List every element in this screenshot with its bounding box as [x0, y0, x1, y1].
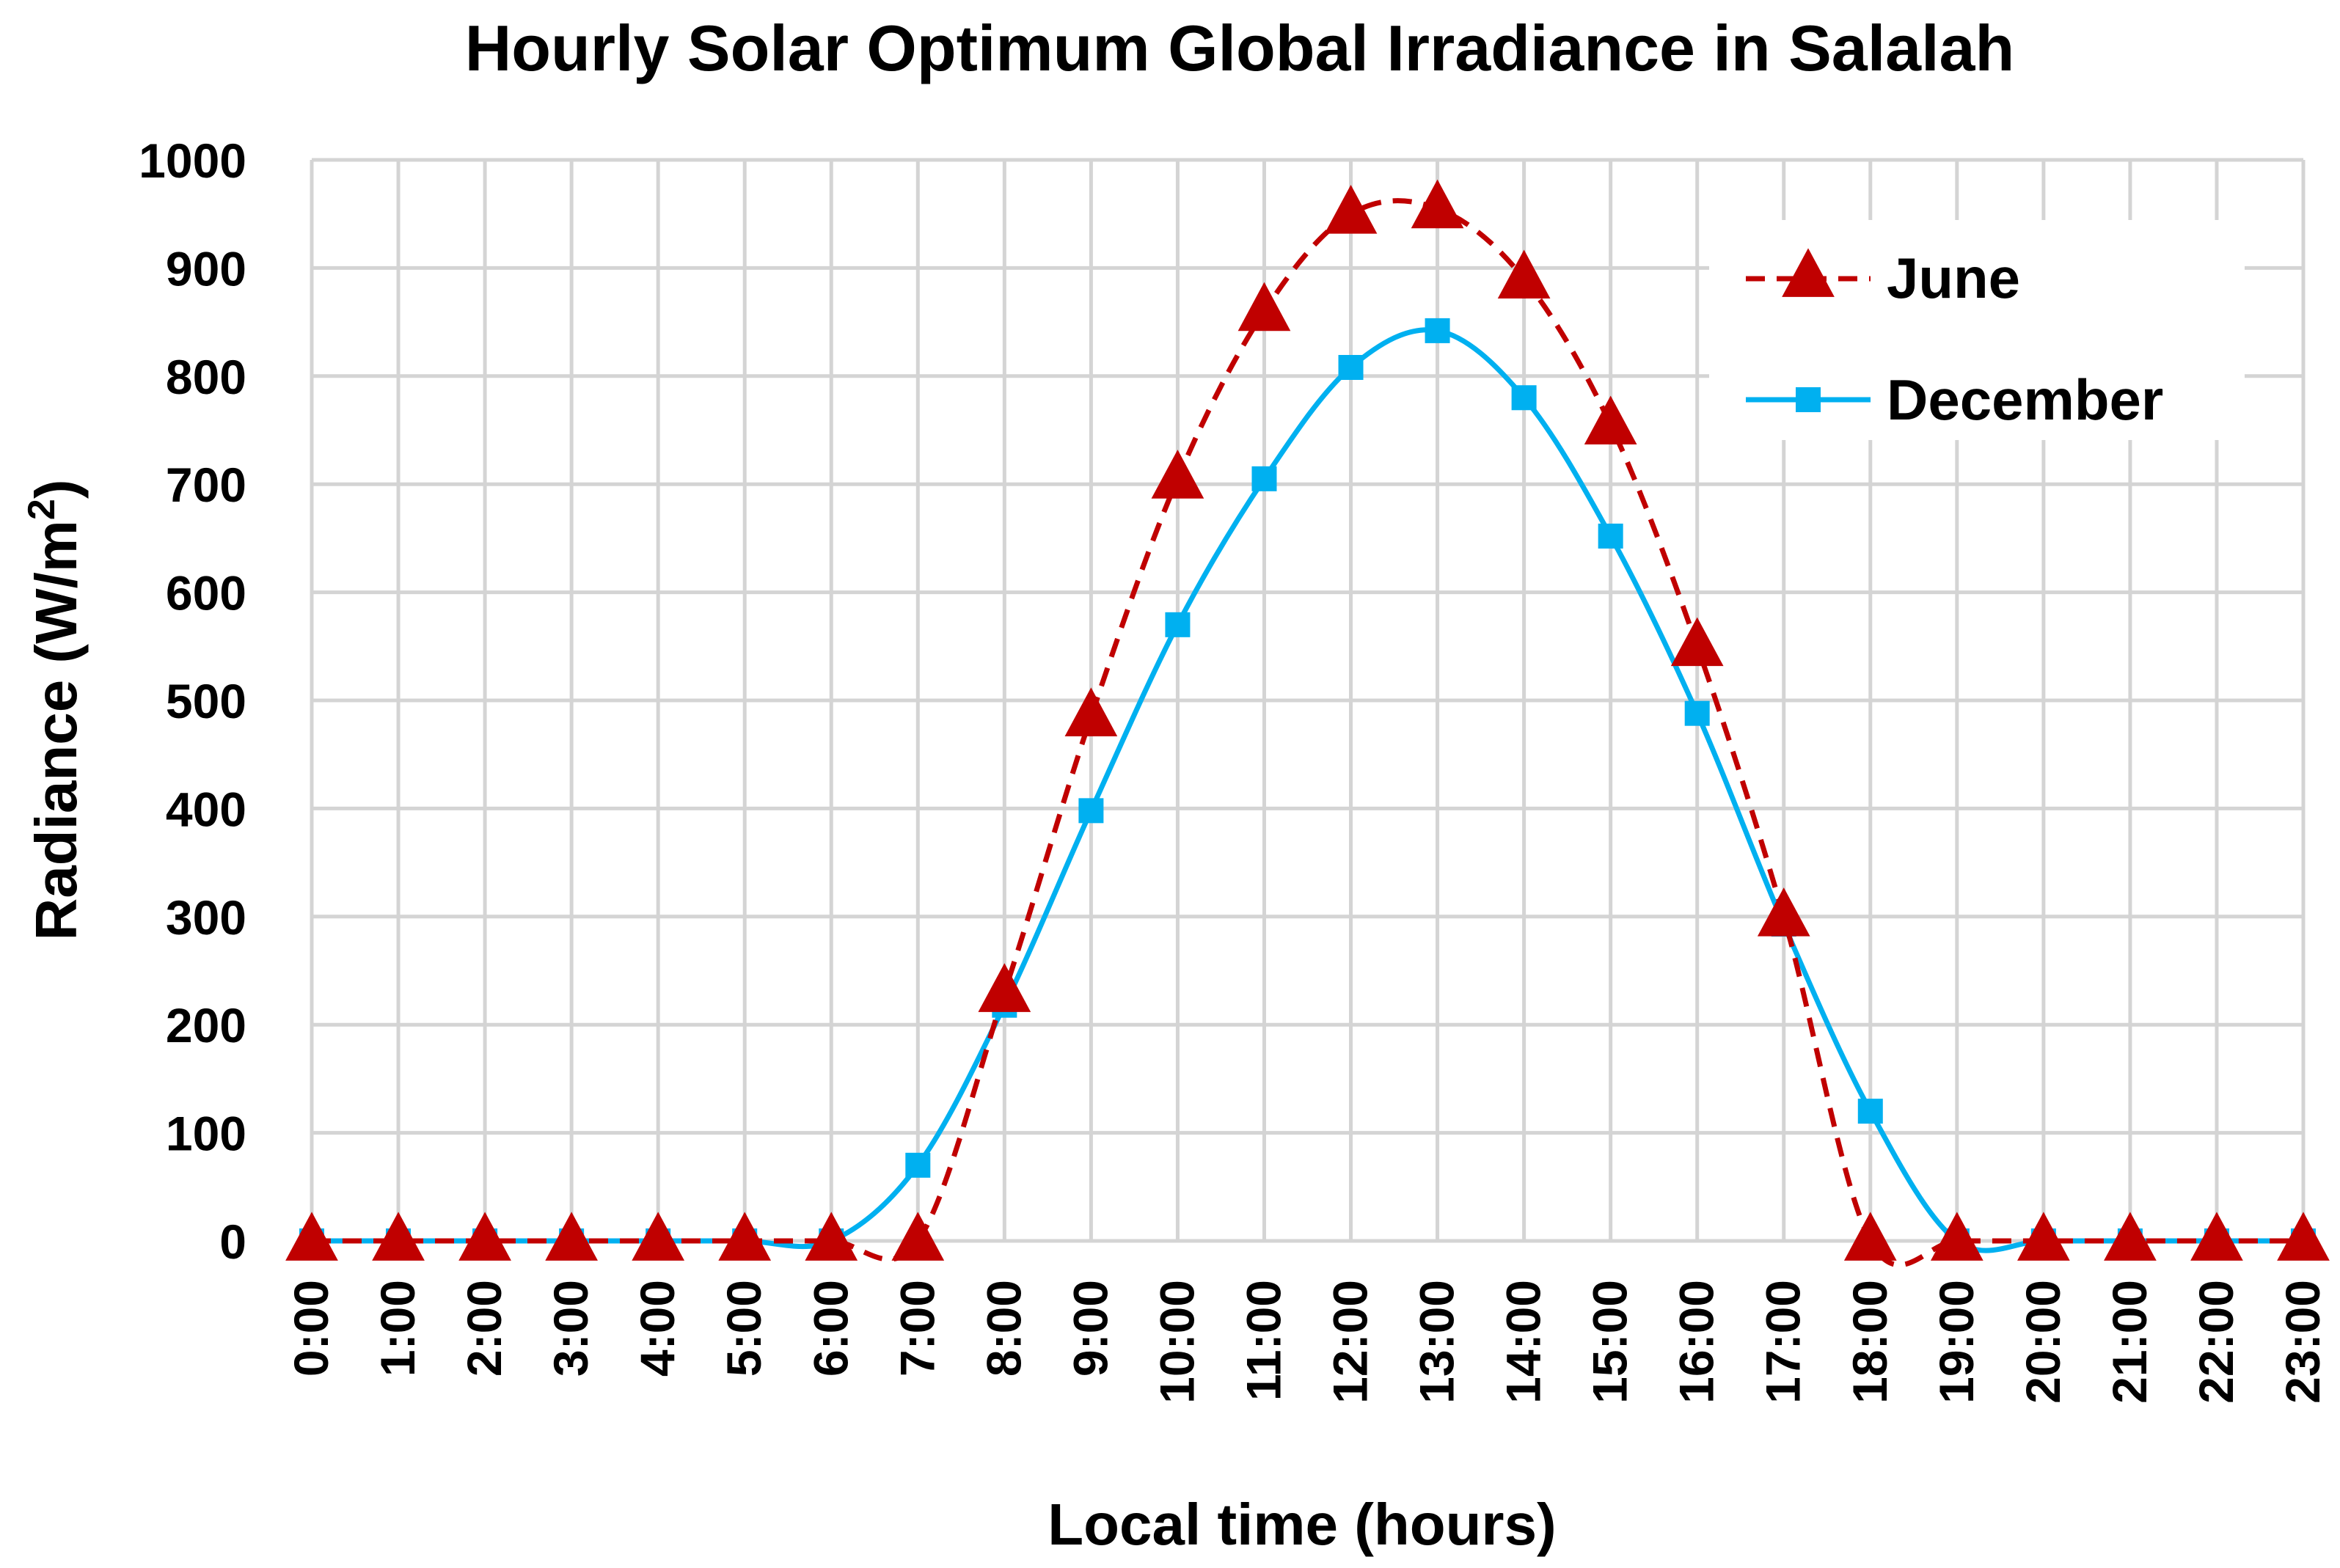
data-point-june	[805, 1212, 858, 1261]
y-tick-label: 800	[166, 350, 246, 404]
x-tick-label: 0:00	[284, 1280, 338, 1377]
x-tick-label: 14:00	[1496, 1280, 1551, 1404]
x-tick-label: 8:00	[976, 1280, 1031, 1377]
x-axis-title: Local time (hours)	[1047, 1492, 1556, 1557]
legend: June December	[1709, 220, 2245, 440]
y-tick-label: 600	[166, 566, 246, 620]
x-tick-label: 13:00	[1410, 1280, 1464, 1404]
y-tick-label: 0	[219, 1215, 246, 1269]
x-tick-label: 23:00	[2275, 1280, 2330, 1404]
x-tick-label: 7:00	[890, 1280, 944, 1377]
data-point-december	[1251, 466, 1277, 491]
x-tick-label: 16:00	[1670, 1280, 1724, 1404]
x-tick-label: 22:00	[2189, 1280, 2243, 1404]
y-tick-label: 200	[166, 998, 246, 1052]
x-tick-label: 11:00	[1236, 1280, 1290, 1401]
data-point-december	[905, 1152, 931, 1178]
data-point-december	[1078, 798, 1104, 824]
x-tick-label: 17:00	[1756, 1280, 1810, 1404]
x-tick-label: 20:00	[2016, 1280, 2070, 1404]
y-tick-label: 100	[166, 1107, 246, 1161]
series-layer	[285, 179, 2330, 1268]
data-point-june	[1670, 617, 1724, 667]
data-point-june	[2277, 1212, 2330, 1261]
data-point-june	[1497, 249, 1551, 299]
y-tick-label: 900	[166, 241, 246, 296]
data-point-december	[1857, 1099, 1883, 1124]
x-tick-label: 10:00	[1149, 1280, 1204, 1404]
chart-title: Hourly Solar Optimum Global Irradiance i…	[465, 12, 2015, 84]
x-tick-label: 19:00	[1929, 1280, 1983, 1404]
legend-december-marker	[1796, 387, 1821, 412]
y-tick-labels: 0 100 200 300 400 500 600 700 800 900 1000	[139, 133, 246, 1269]
y-axis-title-close: )	[23, 480, 89, 499]
x-tick-label: 9:00	[1063, 1280, 1117, 1377]
data-point-june	[545, 1212, 598, 1261]
y-tick-label: 300	[166, 890, 246, 945]
data-point-june	[1411, 179, 1464, 229]
series-line-june	[312, 198, 2303, 1268]
data-point-june	[1584, 395, 1637, 445]
data-point-june	[632, 1212, 685, 1261]
y-axis-title: Radiance (W/m2)	[21, 480, 89, 941]
legend-june-marker	[1782, 248, 1835, 297]
data-point-december	[1511, 385, 1537, 411]
x-tick-label: 18:00	[1843, 1280, 1897, 1404]
x-tick-label: 4:00	[630, 1280, 684, 1377]
data-point-december	[1425, 318, 1450, 343]
data-point-june	[372, 1212, 425, 1261]
y-tick-label: 400	[166, 782, 246, 836]
y-tick-label: 700	[166, 458, 246, 512]
data-point-june	[1843, 1212, 1897, 1261]
x-tick-labels: 0:00 1:00 2:00 3:00 4:00 5:00 6:00 7:00 8:00 9:00…	[284, 1280, 2330, 1404]
data-point-june	[458, 1212, 511, 1261]
data-point-june	[1324, 185, 1378, 234]
legend-june-label: June	[1887, 246, 2020, 310]
x-tick-label: 21:00	[2102, 1280, 2157, 1404]
x-tick-label: 3:00	[544, 1280, 598, 1377]
y-axis-title-main: Radiance (W/m	[23, 520, 89, 940]
data-point-december	[1684, 700, 1710, 726]
data-point-june	[1237, 282, 1291, 331]
data-point-june	[718, 1212, 772, 1261]
data-point-june	[2017, 1212, 2070, 1261]
x-tick-label: 12:00	[1323, 1280, 1378, 1404]
data-point-june	[2190, 1212, 2243, 1261]
data-point-june	[285, 1212, 338, 1261]
x-tick-label: 6:00	[803, 1280, 858, 1377]
data-point-june	[1064, 687, 1118, 736]
x-tick-label: 5:00	[717, 1280, 771, 1377]
legend-december-label: December	[1887, 367, 2163, 432]
data-point-june	[1757, 887, 1810, 937]
data-point-december	[1598, 523, 1623, 549]
y-tick-label: 500	[166, 674, 246, 728]
data-point-june	[978, 963, 1031, 1012]
data-point-june	[2104, 1212, 2157, 1261]
data-point-june	[1151, 450, 1204, 499]
y-tick-label: 1000	[139, 133, 246, 188]
data-point-december	[1165, 612, 1191, 637]
series-june	[285, 179, 2330, 1268]
x-tick-label: 1:00	[370, 1280, 425, 1377]
x-tick-label: 15:00	[1583, 1280, 1637, 1404]
data-point-june	[1930, 1212, 1983, 1261]
x-tick-label: 2:00	[457, 1280, 511, 1377]
data-point-december	[1338, 355, 1364, 381]
data-point-june	[891, 1212, 945, 1261]
y-axis-title-superscript: 2	[21, 499, 63, 520]
series-line-december	[312, 327, 2303, 1253]
